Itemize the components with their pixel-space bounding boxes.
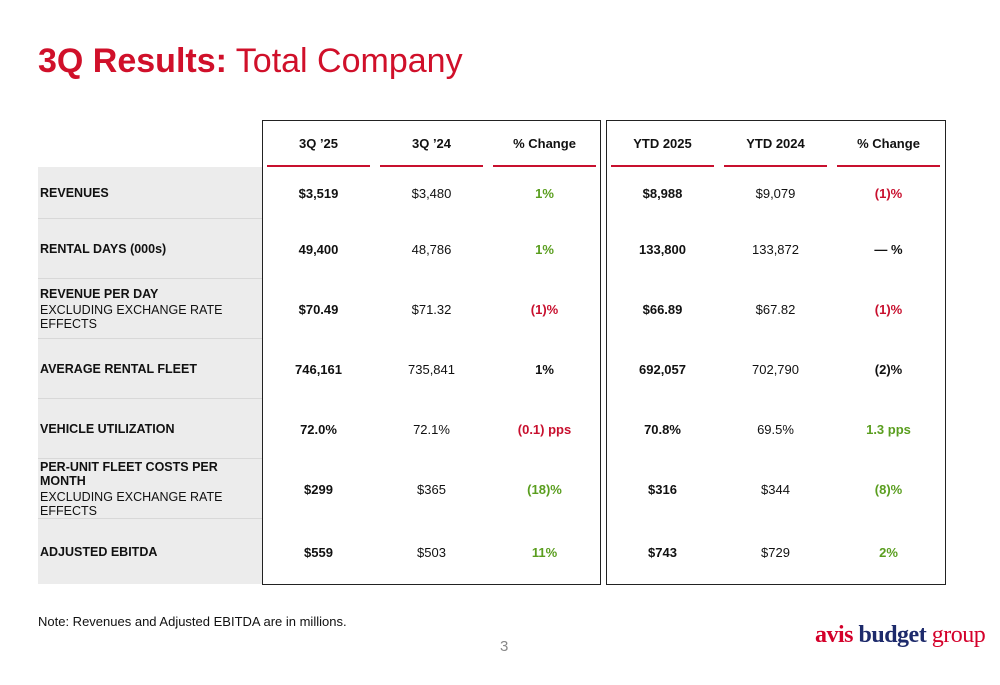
header-underline — [380, 165, 483, 167]
logo: avis budget group — [815, 622, 986, 649]
column-header: % Change — [513, 136, 576, 151]
cell: 48,786 — [411, 241, 452, 257]
cell: (1)% — [530, 301, 559, 317]
cell: (0.1) pps — [517, 421, 572, 437]
cell: — % — [874, 241, 903, 257]
cell: (1)% — [874, 185, 903, 201]
row-divider — [38, 518, 262, 519]
table-box — [606, 120, 946, 585]
row-label: AVERAGE RENTAL FLEET — [38, 339, 262, 398]
row-divider — [38, 278, 262, 279]
cell: 702,790 — [752, 361, 799, 377]
row-divider — [38, 458, 262, 459]
cell: $66.89 — [642, 301, 683, 317]
cell: $316 — [648, 481, 677, 497]
cell: 735,841 — [408, 361, 455, 377]
row-label: REVENUES — [38, 167, 262, 218]
cell: (8)% — [874, 481, 903, 497]
logo-part: avis — [815, 622, 854, 648]
cell: (18)% — [527, 481, 562, 497]
cell: $3,480 — [411, 185, 452, 201]
cell: 72.1% — [413, 421, 450, 437]
cell: $743 — [648, 544, 677, 560]
row-label: ADJUSTED EBITDA — [38, 519, 262, 584]
row-label: RENTAL DAYS (000s) — [38, 219, 262, 278]
row-sublabel: EXCLUDING EXCHANGE RATE EFFECTS — [40, 489, 223, 518]
cell: 1% — [535, 361, 554, 377]
row-divider — [38, 338, 262, 339]
column-header: 3Q ’25 — [298, 136, 339, 151]
header-underline — [724, 165, 827, 167]
logo-part: group — [931, 622, 986, 648]
cell: $559 — [304, 544, 333, 560]
header-underline — [493, 165, 596, 167]
title: 3Q Results: Total Company — [38, 42, 463, 81]
column-header: YTD 2024 — [746, 136, 805, 151]
cell: 1.3 pps — [866, 421, 911, 437]
column-header: YTD 2025 — [633, 136, 692, 151]
header-underline — [837, 165, 940, 167]
cell: $9,079 — [755, 185, 796, 201]
cell: $344 — [761, 481, 790, 497]
cell: $71.32 — [411, 301, 452, 317]
row-divider — [38, 218, 262, 219]
cell: 70.8% — [644, 421, 681, 437]
cell: $503 — [417, 544, 446, 560]
cell: 69.5% — [757, 421, 794, 437]
cell: (1)% — [874, 301, 903, 317]
cell: 11% — [531, 544, 558, 560]
title-rest: Total Company — [235, 42, 463, 80]
cell: $70.49 — [298, 301, 339, 317]
row-label: VEHICLE UTILIZATION — [38, 399, 262, 458]
cell: (2)% — [874, 361, 903, 377]
row-label-text: PER-UNIT FLEET COSTS PER MONTH — [40, 459, 218, 488]
table-box — [262, 120, 601, 585]
cell: $8,988 — [642, 185, 683, 201]
row-label: PER-UNIT FLEET COSTS PER MONTH EXCLUDING … — [38, 459, 262, 518]
cell: 133,800 — [639, 241, 686, 257]
row-sublabel: EXCLUDING EXCHANGE RATE EFFECTS — [40, 302, 223, 331]
row-label-text: ADJUSTED EBITDA — [40, 544, 158, 559]
cell: $67.82 — [755, 301, 796, 317]
note: Note: Revenues and Adjusted EBITDA are i… — [38, 614, 347, 629]
title-bold: 3Q Results: — [38, 42, 227, 80]
cell: $3,519 — [298, 185, 339, 201]
page-number: 3 — [500, 638, 509, 655]
cell: $365 — [417, 481, 446, 497]
row-divider — [38, 398, 262, 399]
header-underline — [611, 165, 714, 167]
cell: 2% — [879, 544, 898, 560]
header-underline — [267, 165, 370, 167]
cell: 49,400 — [298, 241, 339, 257]
cell: 692,057 — [639, 361, 686, 377]
logo-part: budget — [858, 622, 927, 648]
row-label: REVENUE PER DAY EXCLUDING EXCHANGE RATE E… — [38, 279, 262, 338]
row-label-text: VEHICLE UTILIZATION — [40, 421, 175, 436]
row-label-text: REVENUES — [40, 185, 109, 200]
row-label-text: AVERAGE RENTAL FLEET — [40, 361, 197, 376]
row-label-text: REVENUE PER DAY — [40, 286, 159, 301]
cell: 72.0% — [300, 421, 337, 437]
cell: 1% — [535, 185, 554, 201]
column-header: 3Q ’24 — [411, 136, 452, 151]
cell: $729 — [761, 544, 790, 560]
column-header: % Change — [857, 136, 920, 151]
cell: 1% — [535, 241, 554, 257]
cell: 133,872 — [752, 241, 799, 257]
cell: $299 — [304, 481, 333, 497]
cell: 746,161 — [295, 361, 342, 377]
row-label-text: RENTAL DAYS (000s) — [40, 241, 167, 256]
